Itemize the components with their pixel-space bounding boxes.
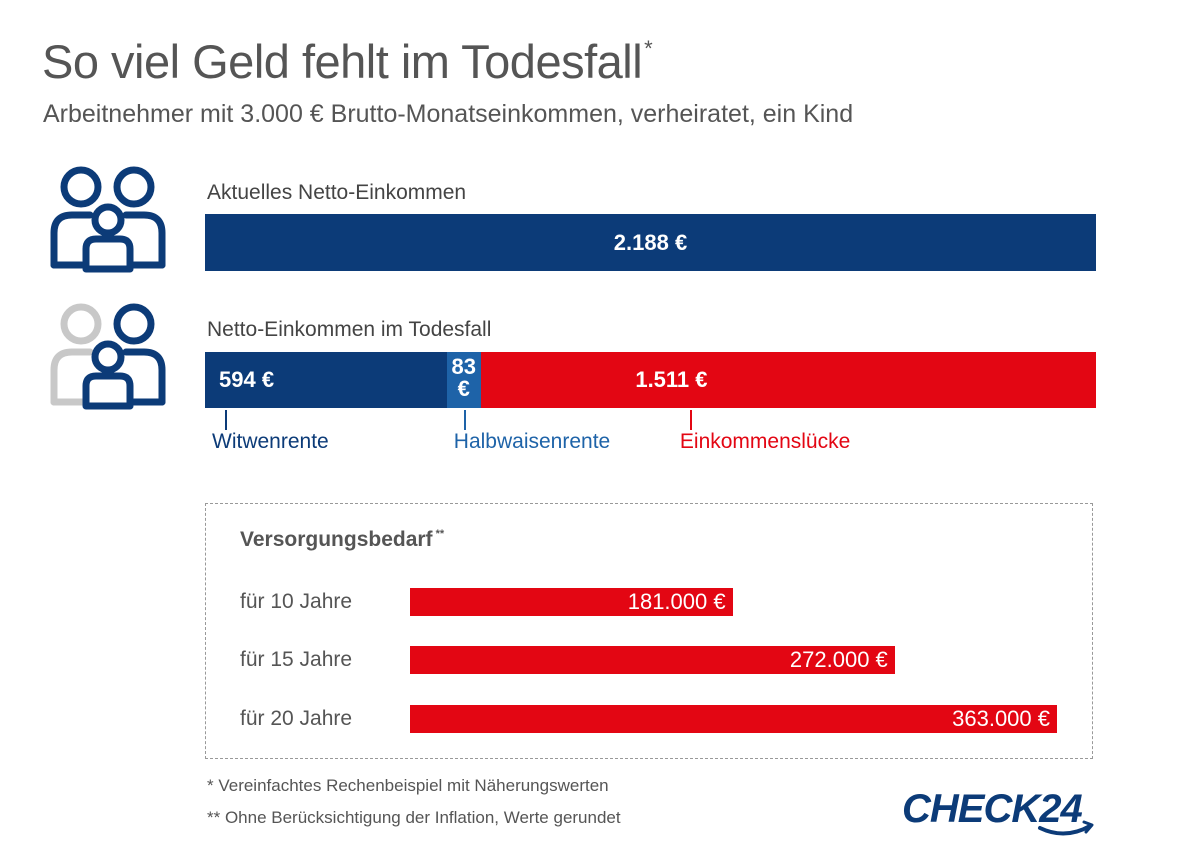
footnote-2: ** Ohne Berücksichtigung der Inflation, … <box>207 808 621 827</box>
current-income-label: Aktuelles Netto-Einkommen <box>207 181 467 204</box>
requirement-value-3: 363.000 € <box>952 706 1050 731</box>
stack-category-3: Einkommenslücke <box>679 430 851 453</box>
stack-tick-2 <box>463 410 466 430</box>
page-title: So viel Geld fehlt im Todesfall* <box>42 34 653 89</box>
requirement-bar-3: 363.000 € <box>410 705 1057 733</box>
requirement-bar-2: 272.000 € <box>410 646 895 674</box>
family-three-persons-icon <box>50 166 166 273</box>
family-one-missing-icon <box>50 303 166 410</box>
stack-segment-value-3: 1.511 € <box>635 367 708 392</box>
stack-segment-1: 594 € <box>205 352 447 408</box>
death-income-label: Netto-Einkommen im Todesfall <box>207 318 492 341</box>
footnote-1: * Vereinfachtes Rechenbeispiel mit Näher… <box>207 776 609 795</box>
title-footnote-mark: * <box>644 36 653 61</box>
stack-category-1: Witwenrente <box>212 430 329 453</box>
title-text: So viel Geld fehlt im Todesfall <box>42 35 643 88</box>
page-subtitle: Arbeitnehmer mit 3.000 € Brutto-Monatsei… <box>43 100 854 128</box>
current-income-bar: 2.188 € <box>205 214 1096 271</box>
stack-segment-value-1: 594 € <box>219 367 275 392</box>
check24-logo: CHECK24 <box>902 787 1094 836</box>
requirement-footnote-mark: ** <box>435 528 445 540</box>
requirement-value-2: 272.000 € <box>789 647 888 672</box>
stack-tick-1 <box>225 410 227 430</box>
svg-text:CHECK24: CHECK24 <box>902 787 1082 831</box>
requirement-value-1: 181.000 € <box>627 589 726 614</box>
requirement-label-3: für 20 Jahre <box>240 707 353 730</box>
requirement-label-1: für 10 Jahre <box>240 590 353 613</box>
stack-tick-3 <box>689 410 692 430</box>
requirement-label-2: für 15 Jahre <box>240 648 353 671</box>
stack-category-2: Halbwaisenrente <box>453 430 611 453</box>
current-income-value: 2.188 € <box>613 230 688 255</box>
requirement-box <box>205 503 1093 759</box>
stack-segment-3: 1.511 € <box>480 352 1096 408</box>
requirement-title: Versorgungsbedarf ** <box>240 528 444 552</box>
stack-segment-value-2: 83 € <box>451 354 477 401</box>
stack-segment-2: 83 € <box>446 352 481 408</box>
requirement-bar-1: 181.000 € <box>410 588 733 616</box>
requirement-title-text: Versorgungsbedarf <box>240 528 433 551</box>
